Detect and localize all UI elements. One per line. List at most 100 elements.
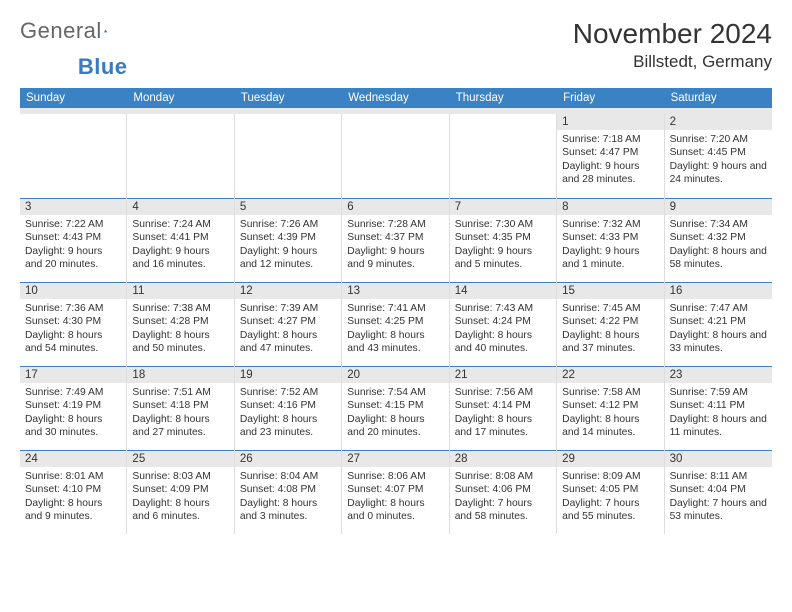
day-header: Sunday: [20, 88, 127, 108]
sunrise-text: Sunrise: 7:45 AM: [562, 302, 658, 315]
sunset-text: Sunset: 4:45 PM: [670, 146, 767, 159]
daylight-text: Daylight: 9 hours and 9 minutes.: [347, 245, 443, 272]
sunrise-text: Sunrise: 8:03 AM: [132, 470, 228, 483]
sunset-text: Sunset: 4:16 PM: [240, 399, 336, 412]
day-cell: [235, 114, 342, 198]
day-body: [127, 118, 233, 125]
day-body: Sunrise: 7:41 AMSunset: 4:25 PMDaylight:…: [342, 299, 448, 360]
day-body: Sunrise: 7:54 AMSunset: 4:15 PMDaylight:…: [342, 383, 448, 444]
day-body: Sunrise: 7:22 AMSunset: 4:43 PMDaylight:…: [20, 215, 126, 276]
daylight-text: Daylight: 8 hours and 40 minutes.: [455, 329, 551, 356]
day-cell: 9Sunrise: 7:34 AMSunset: 4:32 PMDaylight…: [665, 198, 772, 282]
day-number: 7: [450, 198, 556, 215]
day-body: Sunrise: 8:01 AMSunset: 4:10 PMDaylight:…: [20, 467, 126, 528]
day-body: Sunrise: 7:52 AMSunset: 4:16 PMDaylight:…: [235, 383, 341, 444]
day-number: 8: [557, 198, 663, 215]
day-cell: 2Sunrise: 7:20 AMSunset: 4:45 PMDaylight…: [665, 114, 772, 198]
day-body: Sunrise: 7:49 AMSunset: 4:19 PMDaylight:…: [20, 383, 126, 444]
day-cell: 4Sunrise: 7:24 AMSunset: 4:41 PMDaylight…: [127, 198, 234, 282]
sunset-text: Sunset: 4:22 PM: [562, 315, 658, 328]
day-number: 12: [235, 282, 341, 299]
sunset-text: Sunset: 4:08 PM: [240, 483, 336, 496]
calendar: Sunday Monday Tuesday Wednesday Thursday…: [20, 88, 772, 534]
daylight-text: Daylight: 8 hours and 30 minutes.: [25, 413, 121, 440]
day-cell: 7Sunrise: 7:30 AMSunset: 4:35 PMDaylight…: [450, 198, 557, 282]
day-cell: 11Sunrise: 7:38 AMSunset: 4:28 PMDayligh…: [127, 282, 234, 366]
day-cell: 26 Sunrise: 8:04 AMSunset: 4:08 PMDayligh…: [235, 450, 342, 534]
day-body: Sunrise: 7:34 AMSunset: 4:32 PMDaylight:…: [665, 215, 772, 276]
day-body: [342, 118, 448, 125]
day-number: 6: [342, 198, 448, 215]
sunrise-text: Sunrise: 7:36 AM: [25, 302, 121, 315]
daylight-text: Daylight: 8 hours and 43 minutes.: [347, 329, 443, 356]
sunset-text: Sunset: 4:09 PM: [132, 483, 228, 496]
day-number: 26: [235, 450, 341, 467]
day-number: 27: [342, 450, 448, 467]
day-cell: 27Sunrise: 8:06 AMSunset: 4:07 PMDayligh…: [342, 450, 449, 534]
day-body: Sunrise: 7:36 AMSunset: 4:30 PMDaylight:…: [20, 299, 126, 360]
sunset-text: Sunset: 4:27 PM: [240, 315, 336, 328]
day-body: Sunrise: 7:28 AMSunset: 4:37 PMDaylight:…: [342, 215, 448, 276]
sunset-text: Sunset: 4:39 PM: [240, 231, 336, 244]
daylight-text: Daylight: 8 hours and 14 minutes.: [562, 413, 658, 440]
sunset-text: Sunset: 4:25 PM: [347, 315, 443, 328]
daylight-text: Daylight: 8 hours and 33 minutes.: [670, 329, 767, 356]
daylight-text: Daylight: 8 hours and 3 minutes.: [240, 497, 336, 524]
day-body: Sunrise: 7:18 AMSunset: 4:47 PMDaylight:…: [557, 130, 663, 191]
daylight-text: Daylight: 7 hours and 53 minutes.: [670, 497, 767, 524]
sunset-text: Sunset: 4:07 PM: [347, 483, 443, 496]
daylight-text: Daylight: 9 hours and 5 minutes.: [455, 245, 551, 272]
sunset-text: Sunset: 4:37 PM: [347, 231, 443, 244]
daylight-text: Daylight: 8 hours and 20 minutes.: [347, 413, 443, 440]
sunrise-text: Sunrise: 7:49 AM: [25, 386, 121, 399]
week-row: 3Sunrise: 7:22 AMSunset: 4:43 PMDaylight…: [20, 198, 772, 282]
day-cell: 19Sunrise: 7:52 AMSunset: 4:16 PMDayligh…: [235, 366, 342, 450]
day-header: Friday: [557, 88, 664, 108]
sunrise-text: Sunrise: 7:54 AM: [347, 386, 443, 399]
day-cell: 30Sunrise: 8:11 AMSunset: 4:04 PMDayligh…: [665, 450, 772, 534]
daylight-text: Daylight: 8 hours and 54 minutes.: [25, 329, 121, 356]
sunrise-text: Sunrise: 8:01 AM: [25, 470, 121, 483]
day-body: Sunrise: 8:08 AMSunset: 4:06 PMDaylight:…: [450, 467, 556, 528]
sunset-text: Sunset: 4:32 PM: [670, 231, 767, 244]
day-cell: 5Sunrise: 7:26 AMSunset: 4:39 PMDaylight…: [235, 198, 342, 282]
day-cell: 23Sunrise: 7:59 AMSunset: 4:11 PMDayligh…: [665, 366, 772, 450]
day-body: Sunrise: 7:24 AMSunset: 4:41 PMDaylight:…: [127, 215, 233, 276]
logo-text-2: Blue: [78, 54, 128, 80]
day-cell: 3Sunrise: 7:22 AMSunset: 4:43 PMDaylight…: [20, 198, 127, 282]
day-number: 21: [450, 366, 556, 383]
sunset-text: Sunset: 4:18 PM: [132, 399, 228, 412]
logo: General: [20, 18, 126, 44]
day-header: Thursday: [450, 88, 557, 108]
daylight-text: Daylight: 9 hours and 20 minutes.: [25, 245, 121, 272]
day-number: 29: [557, 450, 663, 467]
daylight-text: Daylight: 8 hours and 23 minutes.: [240, 413, 336, 440]
sunrise-text: Sunrise: 7:34 AM: [670, 218, 767, 231]
day-cell: 22Sunrise: 7:58 AMSunset: 4:12 PMDayligh…: [557, 366, 664, 450]
sunset-text: Sunset: 4:14 PM: [455, 399, 551, 412]
day-cell: [450, 114, 557, 198]
sunset-text: Sunset: 4:41 PM: [132, 231, 228, 244]
sunrise-text: Sunrise: 8:04 AM: [240, 470, 336, 483]
daylight-text: Daylight: 8 hours and 27 minutes.: [132, 413, 228, 440]
day-number: 30: [665, 450, 772, 467]
day-cell: 14Sunrise: 7:43 AMSunset: 4:24 PMDayligh…: [450, 282, 557, 366]
day-number: 5: [235, 198, 341, 215]
sunrise-text: Sunrise: 7:39 AM: [240, 302, 336, 315]
day-cell: [127, 114, 234, 198]
day-number: 3: [20, 198, 126, 215]
daylight-text: Daylight: 7 hours and 55 minutes.: [562, 497, 658, 524]
daylight-text: Daylight: 9 hours and 12 minutes.: [240, 245, 336, 272]
week-row: 24Sunrise: 8:01 AMSunset: 4:10 PMDayligh…: [20, 450, 772, 534]
daylight-text: Daylight: 8 hours and 0 minutes.: [347, 497, 443, 524]
day-cell: 20Sunrise: 7:54 AMSunset: 4:15 PMDayligh…: [342, 366, 449, 450]
day-number: 18: [127, 366, 233, 383]
day-cell: 15Sunrise: 7:45 AMSunset: 4:22 PMDayligh…: [557, 282, 664, 366]
sunrise-text: Sunrise: 7:20 AM: [670, 133, 767, 146]
day-header: Monday: [127, 88, 234, 108]
sunrise-text: Sunrise: 7:28 AM: [347, 218, 443, 231]
location: Billstedt, Germany: [573, 52, 772, 72]
sunrise-text: Sunrise: 8:08 AM: [455, 470, 551, 483]
day-body: Sunrise: 7:30 AMSunset: 4:35 PMDaylight:…: [450, 215, 556, 276]
day-number: 15: [557, 282, 663, 299]
